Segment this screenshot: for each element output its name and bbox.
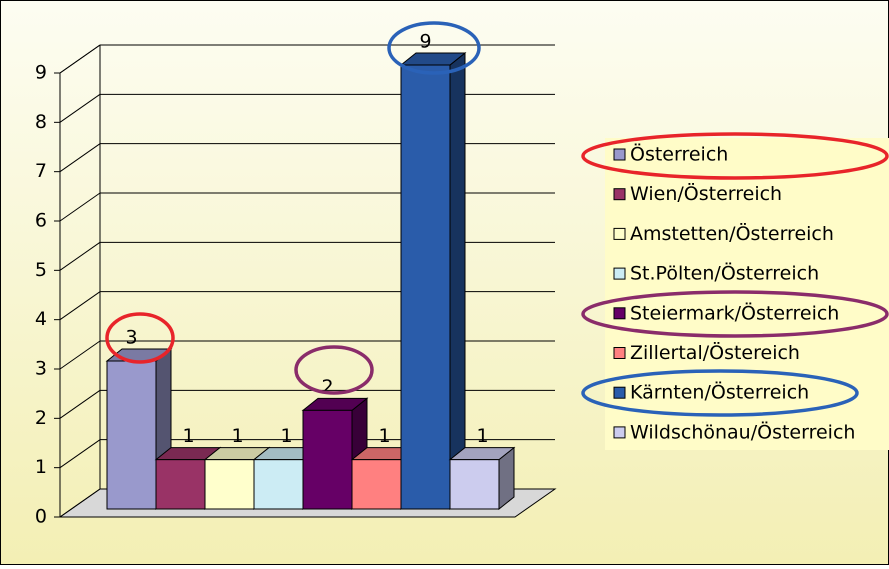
y-tick-label: 2 (35, 407, 47, 429)
legend-swatch (613, 227, 626, 240)
bar (302, 409, 353, 510)
grid-line (59, 291, 101, 321)
legend-swatch (613, 347, 626, 359)
highlight-ellipse (581, 369, 859, 417)
annotations (105, 21, 889, 417)
data-label: 1 (231, 425, 243, 447)
highlight-ellipse (105, 312, 175, 364)
highlight-ellipse (387, 21, 481, 75)
bar (400, 64, 451, 510)
legend-swatch (613, 148, 626, 161)
grid-line (59, 192, 101, 222)
bar-side (449, 51, 466, 511)
highlight-ellipse (294, 345, 374, 395)
bar (155, 459, 206, 510)
bar (449, 459, 500, 510)
grid-line (59, 93, 101, 123)
legend-label: Kärnten/Österreich (630, 381, 809, 404)
legend-label: Steiermark/Österreich (630, 301, 839, 324)
y-tick-label: 5 (35, 259, 47, 281)
y-tick-label: 0 (35, 506, 47, 528)
grid-line (59, 389, 101, 419)
legend-label: Österreich (630, 143, 728, 166)
y-tick-label: 1 (35, 456, 47, 478)
legend-swatch (613, 307, 626, 320)
y-tick-label: 8 (35, 111, 47, 133)
y-tick-label: 3 (35, 358, 47, 380)
legend-label: Wildschönau/Österreich (630, 420, 855, 443)
data-label: 3 (125, 327, 137, 349)
data-label: 1 (280, 425, 292, 447)
legend-swatch (613, 188, 626, 201)
highlight-ellipse (581, 132, 889, 180)
legend-swatch (613, 386, 626, 399)
bar (253, 459, 304, 510)
legend-label: St.Pölten/Österreich (630, 262, 819, 285)
bar (351, 459, 402, 510)
y-tick-label: 6 (35, 210, 47, 232)
y-tick-label: 7 (35, 160, 47, 182)
data-label: 9 (419, 31, 431, 53)
grid-line (59, 340, 101, 370)
highlight-ellipse (581, 290, 889, 338)
legend-label: Wien/Österreich (630, 182, 782, 205)
legend-label: Zillertal/Östereich (630, 341, 800, 364)
grid-line (59, 44, 101, 74)
data-label: 1 (378, 425, 390, 447)
grid-line (59, 488, 101, 518)
y-tick-label: 9 (35, 62, 47, 84)
y-tick-label: 4 (35, 308, 47, 330)
grid-line (59, 439, 101, 469)
data-label: 1 (182, 425, 194, 447)
grid-line (59, 143, 101, 173)
data-label: 1 (476, 425, 488, 447)
bar (204, 459, 255, 510)
bar (106, 360, 157, 510)
legend-swatch (613, 426, 626, 439)
grid-line (59, 241, 101, 271)
legend-swatch (613, 267, 626, 280)
legend-label: Amstetten/Österreich (630, 222, 834, 245)
